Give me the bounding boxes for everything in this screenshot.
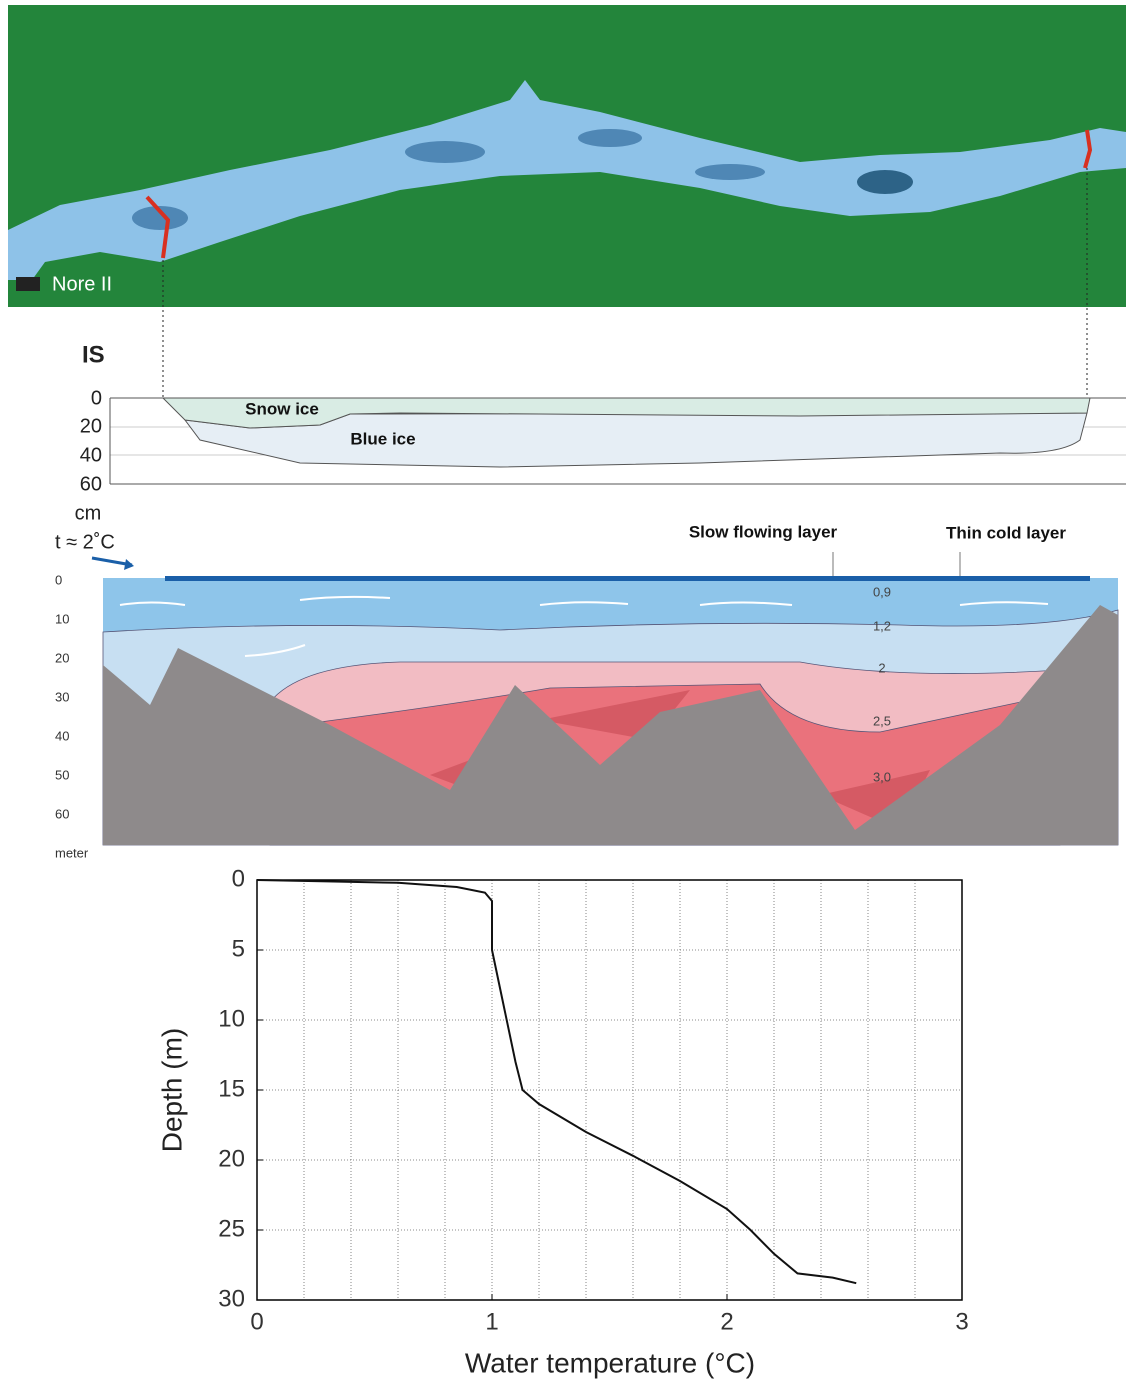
ice-title: IS — [82, 341, 105, 368]
layer-label: Slow flowing layer — [689, 522, 838, 541]
y-tick-label: 5 — [232, 935, 245, 962]
station-marker — [16, 277, 40, 291]
depth-tick: 10 — [55, 611, 69, 626]
profile-line — [257, 880, 856, 1283]
inflow-arrow-head — [124, 559, 134, 570]
isotherm-label: 2,5 — [873, 713, 891, 728]
temperature-note: t ≈ 2˚C — [55, 531, 115, 553]
x-tick-label: 1 — [485, 1308, 498, 1335]
depth-tick: 30 — [55, 689, 69, 704]
y-tick-label: 25 — [218, 1215, 245, 1242]
depth-tick: 50 — [55, 767, 69, 782]
depth-unit: meter — [55, 845, 89, 860]
x-axis-label: Water temperature (°C) — [465, 1347, 755, 1378]
isotherm-label: 1,2 — [873, 618, 891, 633]
ice-unit: cm — [75, 502, 102, 524]
ice-cover — [165, 576, 1090, 581]
page: Nore II IS 0 20 40 60 cm Snow ice Blue i… — [0, 0, 1126, 1387]
x-tick-label: 0 — [250, 1308, 263, 1335]
ice-tick: 60 — [80, 473, 102, 495]
deep-spot — [695, 164, 765, 180]
ice-tick: 0 — [91, 387, 102, 409]
ice-tick: 40 — [80, 444, 102, 466]
depth-tick: 20 — [55, 650, 69, 665]
y-tick-label: 20 — [218, 1145, 245, 1172]
isotherm-label: 3,0 — [873, 769, 891, 784]
y-tick-label: 0 — [232, 865, 245, 892]
station-label: Nore II — [52, 273, 112, 295]
depth-tick: 40 — [55, 728, 69, 743]
layer-label: Thin cold layer — [946, 523, 1066, 542]
deep-spot — [405, 141, 485, 163]
figure: Nore II IS 0 20 40 60 cm Snow ice Blue i… — [0, 0, 1126, 1387]
deep-spot — [857, 170, 913, 194]
ice-tick: 20 — [80, 415, 102, 437]
depth-tick: 0 — [55, 572, 62, 587]
isotherm-label: 2 — [878, 660, 885, 675]
x-tick-label: 2 — [720, 1308, 733, 1335]
y-axis-label: Depth (m) — [156, 1028, 187, 1152]
ice-layer-label: Snow ice — [245, 399, 319, 418]
ice-layer-label: Blue ice — [350, 429, 415, 448]
deep-spot — [578, 129, 642, 147]
depth-tick: 60 — [55, 806, 69, 821]
y-tick-label: 10 — [218, 1005, 245, 1032]
y-tick-label: 30 — [218, 1285, 245, 1312]
x-tick-label: 3 — [955, 1308, 968, 1335]
y-tick-label: 15 — [218, 1075, 245, 1102]
isotherm-label: 0,9 — [873, 584, 891, 599]
